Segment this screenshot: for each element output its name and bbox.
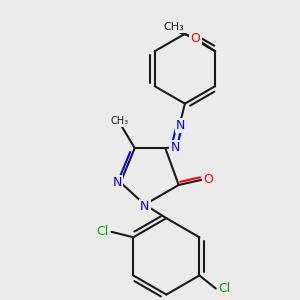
Text: N: N [176, 119, 185, 132]
Text: Cl: Cl [97, 225, 109, 238]
Text: N: N [140, 200, 149, 213]
Text: CH₃: CH₃ [163, 22, 184, 32]
Text: CH₃: CH₃ [110, 116, 128, 126]
Text: O: O [190, 32, 200, 45]
Text: N: N [112, 176, 122, 189]
Text: O: O [203, 173, 213, 186]
Text: N: N [170, 141, 180, 154]
Text: Cl: Cl [218, 282, 231, 295]
